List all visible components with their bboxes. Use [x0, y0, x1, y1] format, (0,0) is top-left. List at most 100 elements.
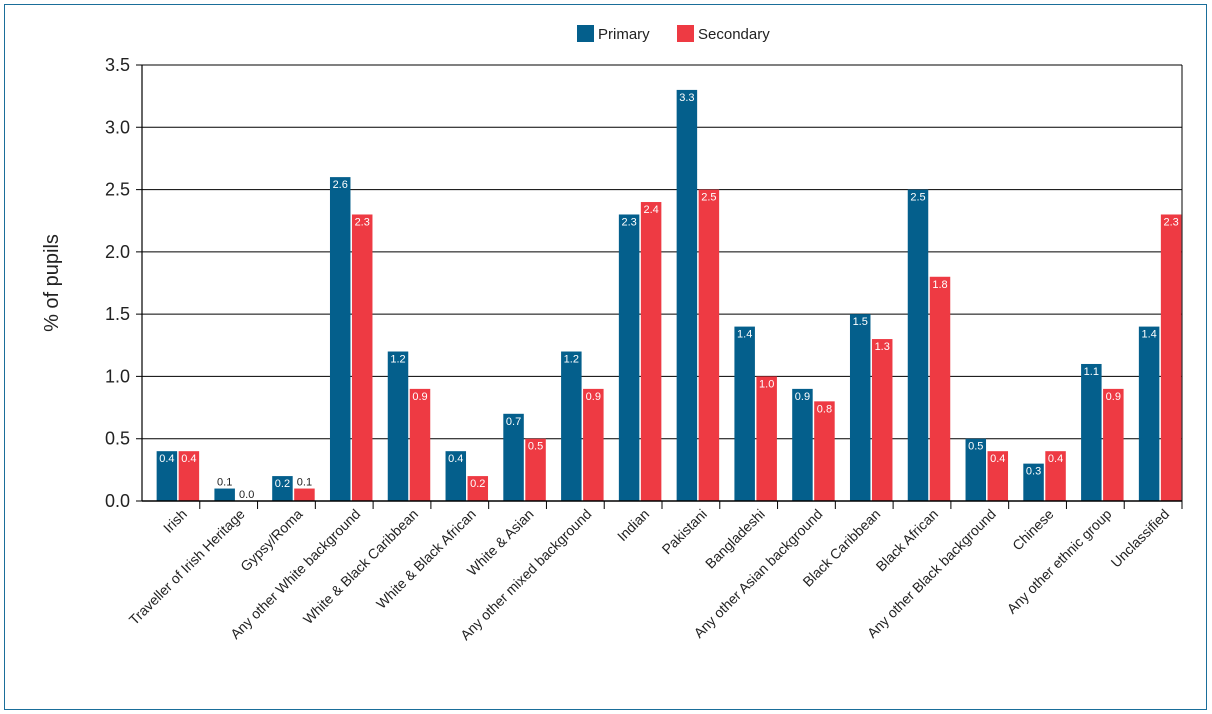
bar-value-label: 0.4 — [1048, 453, 1063, 465]
bar-value-label: 1.4 — [1141, 329, 1156, 341]
bar-secondary — [756, 376, 777, 501]
bar-value-label: 0.4 — [181, 453, 196, 465]
y-tick-label: 1.0 — [105, 366, 130, 386]
x-category-label: Pakistani — [659, 506, 710, 557]
bar-primary — [676, 89, 698, 502]
bar-secondary — [1160, 214, 1182, 501]
bar-secondary — [814, 401, 835, 501]
chart-frame — [4, 4, 1207, 710]
bar-secondary — [1103, 388, 1124, 501]
legend-label: Secondary — [698, 26, 770, 43]
x-category-label: White & Black Caribbean — [300, 506, 421, 627]
y-axis-title: % of pupils — [41, 234, 63, 332]
bar-secondary — [583, 388, 604, 501]
bar-secondary — [1045, 451, 1066, 501]
y-tick-labels: 0.0 0.5 1.0 1.5 2.0 2.5 3.0 3.5 — [105, 55, 130, 511]
bar-value-label: 0.8 — [817, 403, 832, 415]
bar-primary — [503, 413, 524, 501]
bar-secondary — [871, 339, 893, 501]
bar-value-label: 1.3 — [875, 341, 890, 353]
legend-swatch-secondary — [677, 25, 694, 42]
bar-value-label: 1.8 — [932, 279, 947, 291]
bar-value-label: 1.1 — [1084, 366, 1099, 378]
bar-value-label: 1.0 — [759, 378, 774, 390]
bar-value-label: 1.5 — [853, 316, 868, 328]
bar-secondary — [698, 189, 720, 502]
bar-value-label: 2.5 — [910, 192, 925, 204]
bar-secondary — [525, 438, 546, 501]
legend: Primary Secondary — [577, 25, 770, 43]
bar-value-label: 0.3 — [1026, 466, 1041, 478]
bar-value-label: 2.3 — [621, 216, 636, 228]
bar-secondary — [467, 476, 489, 501]
bar-value-label: 0.9 — [795, 391, 810, 403]
y-tick-label: 0.0 — [105, 491, 130, 511]
bars: 0.4 0.4 0.1 0.0 0.2 0.1 2.6 2.3 1.2 0.9 0.4 0.2 0.7 0… — [156, 89, 1182, 502]
x-category-label: Traveller of Irish Heritage — [126, 506, 248, 628]
bar-value-label: 0.5 — [528, 441, 543, 453]
axes — [141, 65, 1183, 509]
bar-primary — [1138, 326, 1160, 501]
bar-primary — [445, 451, 467, 501]
bar-value-label: 0.2 — [470, 478, 485, 490]
bar-primary — [965, 438, 987, 501]
bar-secondary — [409, 388, 431, 501]
y-tick-label: 2.5 — [105, 180, 130, 200]
bar-primary — [618, 214, 640, 501]
y-tick-label: 2.0 — [105, 242, 130, 262]
x-category-label: Unclassified — [1108, 506, 1173, 571]
bar-primary — [272, 476, 293, 501]
bar-value-label: 0.2 — [275, 478, 290, 490]
bar-value-label: 0.4 — [159, 453, 174, 465]
bar-value-label: 1.2 — [390, 354, 405, 366]
bar-value-label: 2.4 — [643, 204, 658, 216]
bar-primary — [156, 451, 178, 501]
bar-secondary — [178, 451, 200, 501]
bar-secondary — [640, 202, 662, 501]
bar-value-label: 0.9 — [1106, 391, 1121, 403]
bar-value-label: 0.5 — [968, 441, 983, 453]
x-category-label: White & Black African — [373, 506, 479, 612]
bar-secondary — [294, 488, 315, 501]
bar-primary — [907, 189, 929, 502]
y-tick-label: 0.5 — [105, 429, 130, 449]
y-tick-label: 1.5 — [105, 304, 130, 324]
bar-secondary — [351, 214, 373, 501]
bar-value-label: 3.3 — [679, 92, 694, 104]
x-category-label: Any other ethnic group — [1004, 506, 1115, 617]
bar-value-label: 0.4 — [448, 453, 463, 465]
bar-value-label: 0.1 — [217, 477, 232, 489]
bar-value-label: 2.5 — [701, 192, 716, 204]
bar-secondary — [929, 276, 951, 501]
bar-secondary — [987, 451, 1009, 501]
bar-primary — [214, 488, 235, 501]
bar-value-label: 0.4 — [990, 453, 1005, 465]
legend-label: Primary — [598, 26, 650, 43]
bar-primary — [849, 314, 871, 501]
x-category-label: Chinese — [1009, 506, 1057, 554]
y-tick-label: 3.0 — [105, 117, 130, 137]
bar-value-label: 0.9 — [412, 391, 427, 403]
bar-primary — [561, 351, 582, 501]
x-category-label: Irish — [160, 506, 190, 536]
bar-primary — [1081, 363, 1102, 501]
bar-value-label: 1.4 — [737, 329, 752, 341]
bar-value-label: 2.3 — [355, 216, 370, 228]
bar-primary — [792, 388, 813, 501]
y-tick-label: 3.5 — [105, 55, 130, 75]
bar-primary — [1023, 463, 1044, 501]
bar-value-label: 0.0 — [239, 489, 254, 501]
bar-value-label: 0.1 — [297, 477, 312, 489]
bar-primary — [329, 177, 351, 501]
bar-value-label: 0.9 — [586, 391, 601, 403]
bar-primary — [387, 351, 409, 501]
x-category-label: Indian — [614, 506, 652, 544]
legend-swatch-primary — [577, 25, 594, 42]
bar-primary — [734, 326, 755, 501]
bar-value-label: 2.6 — [333, 179, 348, 191]
bar-value-label: 2.3 — [1163, 216, 1178, 228]
bar-value-label: 1.2 — [564, 354, 579, 366]
bar-value-label: 0.7 — [506, 416, 521, 428]
